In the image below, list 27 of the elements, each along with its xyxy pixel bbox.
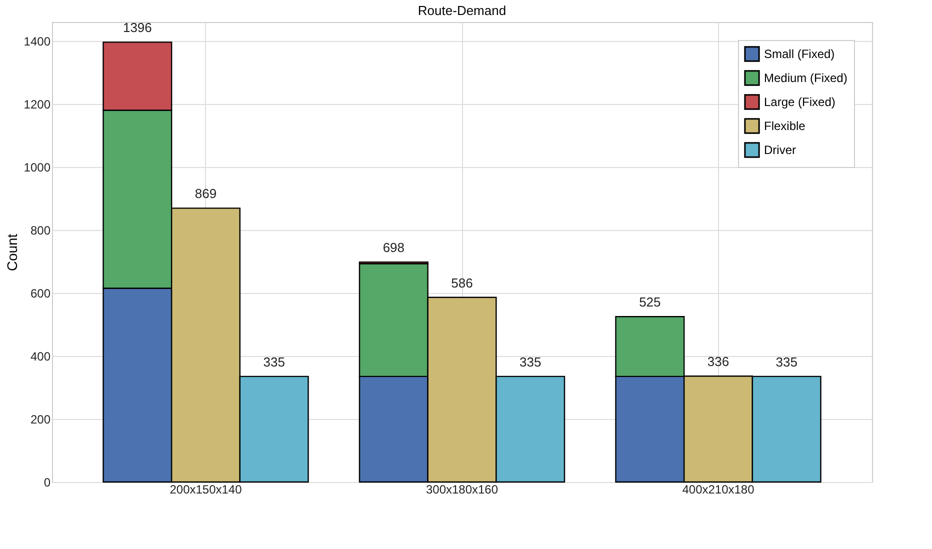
annotation: 1396: [122, 20, 152, 36]
data-label: 336: [707, 354, 730, 370]
legend-label: Small (Fixed): [764, 47, 835, 61]
y-tick-label: 0: [44, 476, 51, 490]
x-tick-label: 400x210x180: [682, 482, 755, 496]
chart-title: Route-Demand: [418, 3, 506, 18]
data-label: 869: [194, 186, 217, 202]
data-label: 335: [776, 354, 798, 370]
x-tick-label: 300x180x160: [426, 482, 498, 496]
data-label: 335: [263, 354, 285, 370]
y-tick-label: 1400: [24, 34, 51, 48]
annotation: 525: [639, 294, 661, 310]
y-tick-label: 600: [30, 286, 51, 300]
legend-label: Large (Fixed): [764, 95, 836, 109]
legend-label: Flexible: [764, 119, 806, 133]
legend-label: Medium (Fixed): [764, 71, 848, 85]
x-tick-label: 200x150x140: [170, 482, 242, 496]
y-tick-label: 400: [30, 349, 51, 364]
annotation: 698: [382, 240, 405, 256]
y-tick-label: 1000: [24, 160, 51, 174]
y-tick-label: 200: [30, 412, 51, 426]
y-tick-label: 1200: [24, 97, 51, 112]
legend-label: Driver: [764, 143, 796, 157]
data-label: 335: [519, 354, 542, 370]
y-axis-title: Count: [4, 234, 20, 272]
data-label: 586: [451, 275, 473, 290]
y-tick-label: 800: [30, 223, 51, 238]
